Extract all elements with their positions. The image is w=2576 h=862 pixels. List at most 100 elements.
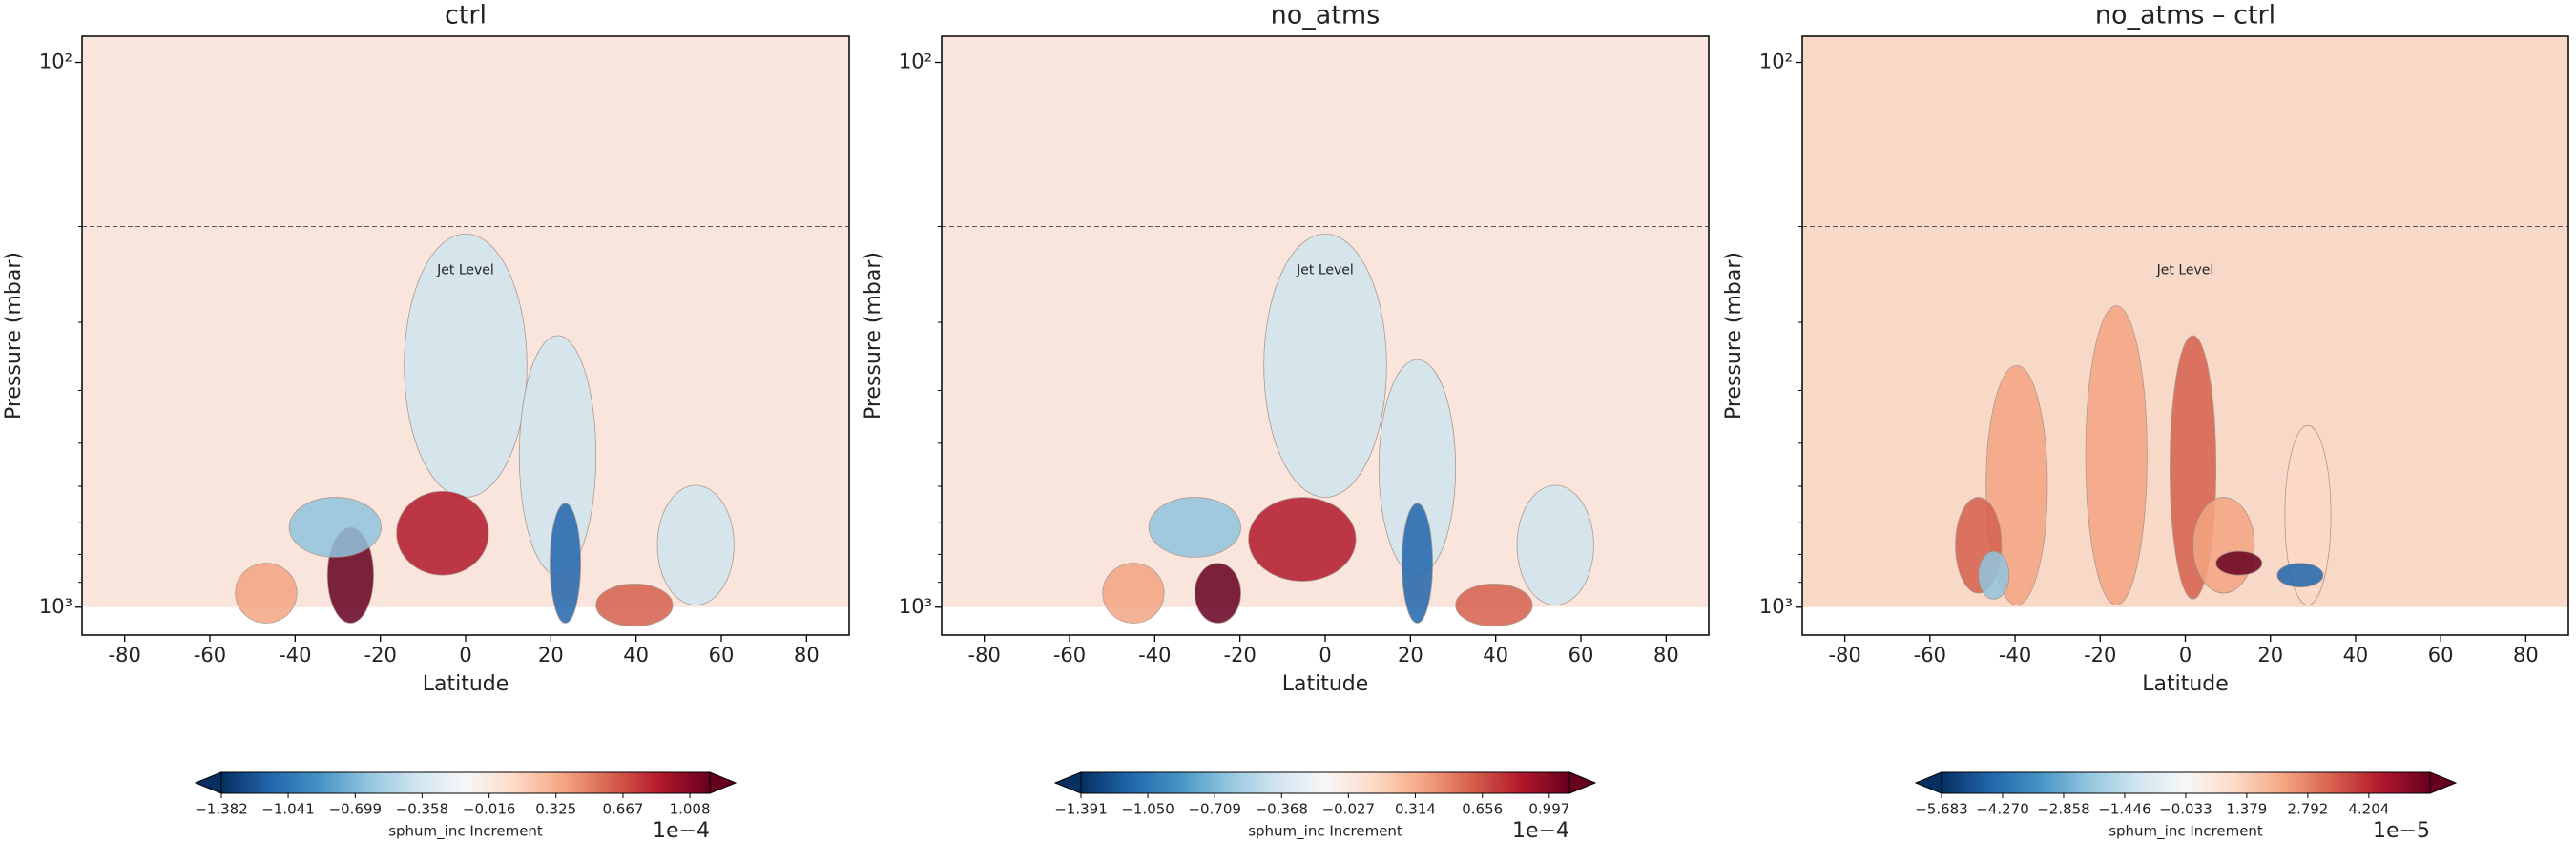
colorbar-label: sphum_inc Increment (2109, 823, 2263, 841)
no-data-band (1802, 606, 2568, 635)
colorbar-tick-label: 0.667 (603, 801, 644, 818)
contour-blob (1194, 563, 1241, 624)
x-tick-label: 80 (794, 644, 820, 667)
contour-blob (1248, 497, 1357, 582)
x-tick-label: 40 (1483, 644, 1508, 667)
colorbar-multiplier: 1e−5 (2373, 819, 2430, 843)
colorbar-tick-label: 0.997 (1528, 801, 1569, 818)
x-tick-label: 40 (2343, 644, 2369, 667)
colorbar-tick-label: 4.204 (2348, 801, 2389, 818)
contour-blob (2085, 305, 2148, 606)
y-tick-label: 10³ (899, 595, 932, 618)
x-axis-label: Latitude (2142, 672, 2229, 696)
colorbar-tick-label: −2.858 (2037, 801, 2090, 818)
x-tick-label: -20 (1224, 644, 1257, 667)
colorbar-tick-label: 1.379 (2226, 801, 2267, 818)
contour-blob (1455, 584, 1533, 627)
annotation: Jet Level (436, 262, 494, 277)
y-tick-label: 10³ (39, 595, 73, 618)
colorbar-multiplier: 1e−4 (1512, 819, 1569, 843)
x-tick-label: -80 (109, 644, 141, 667)
colorbar-tick-label: −5.683 (1915, 801, 1968, 818)
colorbar-tick-label: −0.027 (1322, 801, 1376, 818)
y-axis-label: Pressure (mbar) (2, 252, 26, 420)
colorbar-tick-label: −0.699 (329, 801, 383, 818)
colorbar-tick-label: −0.033 (2159, 801, 2212, 818)
colorbar (1080, 771, 1570, 794)
contour-blob (1402, 503, 1433, 624)
colorbar (220, 771, 711, 794)
colorbar-label: sphum_inc Increment (1248, 823, 1402, 841)
annotation: Jet Level (1296, 262, 1354, 277)
colorbar-tick-label: −0.709 (1188, 801, 1241, 818)
x-axis-label: Latitude (423, 672, 509, 696)
x-tick-label: -60 (1053, 644, 1086, 667)
title: no_atms (1271, 1, 1381, 31)
x-tick-label: -40 (1138, 644, 1171, 667)
contour-blob (550, 503, 582, 624)
contour-blob (1978, 550, 2010, 600)
contour-blob (1102, 563, 1165, 624)
y-axis-label: Pressure (mbar) (1722, 252, 1746, 420)
x-tick-label: 60 (709, 644, 735, 667)
contour-blob (595, 584, 674, 627)
plot-area (942, 36, 1709, 635)
annotation: Jet Level (2156, 262, 2214, 277)
colorbar-tick-label: −1.446 (2098, 801, 2151, 818)
x-tick-label: -60 (1914, 644, 1946, 667)
contour-blob (1516, 484, 1594, 605)
colorbar-tick-label: 0.325 (535, 801, 576, 818)
x-tick-label: 60 (1568, 644, 1594, 667)
x-tick-label: 0 (1319, 644, 1331, 667)
x-tick-label: 60 (2428, 644, 2454, 667)
colorbar-label: sphum_inc Increment (388, 823, 543, 841)
contour-blob (1148, 497, 1241, 558)
contour-blob (1263, 233, 1387, 498)
no-data-band (942, 606, 1709, 635)
contour-blob (2215, 550, 2263, 576)
y-tick-label: 10³ (1759, 595, 1793, 618)
colorbar-tick-label: −0.016 (463, 801, 516, 818)
contour-blob (2192, 497, 2255, 594)
title: ctrl (445, 1, 487, 31)
x-tick-label: 20 (1398, 644, 1423, 667)
plot-area (82, 36, 849, 635)
colorbar-tick-label: 2.792 (2287, 801, 2328, 818)
title: no_atms – ctrl (2095, 1, 2275, 31)
x-axis-label: Latitude (1282, 672, 1369, 696)
colorbar-tick-label: −4.270 (1976, 801, 2029, 818)
colorbar-tick-label: −1.382 (195, 801, 248, 818)
colorbar-extend-high (2429, 771, 2458, 794)
contour-blob (288, 497, 382, 558)
x-tick-label: -20 (364, 644, 397, 667)
x-tick-label: 80 (2513, 644, 2539, 667)
colorbar-tick-label: 1.008 (670, 801, 711, 818)
no-data-band (82, 606, 849, 635)
x-tick-label: 40 (623, 644, 649, 667)
y-tick-label: 10² (39, 51, 73, 73)
x-tick-label: -60 (194, 644, 226, 667)
y-tick-label: 10² (899, 51, 932, 73)
x-tick-label: -40 (279, 644, 311, 667)
contour-blob (656, 484, 735, 605)
x-tick-label: -80 (1828, 644, 1860, 667)
x-tick-label: -80 (968, 644, 1001, 667)
x-tick-label: 0 (459, 644, 471, 667)
colorbar-extend-low (1053, 771, 1082, 794)
x-tick-label: -20 (2084, 644, 2116, 667)
x-tick-label: 20 (538, 644, 564, 667)
colorbar-extend-high (709, 771, 737, 794)
colorbar-extend-low (194, 771, 222, 794)
colorbar-extend-high (1568, 771, 1597, 794)
colorbar-tick-label: −1.050 (1121, 801, 1174, 818)
x-tick-label: -40 (1999, 644, 2031, 667)
contour-blob (396, 490, 489, 576)
colorbar-extend-low (1914, 771, 1942, 794)
plot-area (1802, 36, 2568, 635)
colorbar-tick-label: −1.391 (1054, 801, 1108, 818)
colorbar-multiplier: 1e−4 (653, 819, 710, 843)
colorbar-tick-label: 0.314 (1395, 801, 1436, 818)
contour-blob (2284, 424, 2332, 606)
